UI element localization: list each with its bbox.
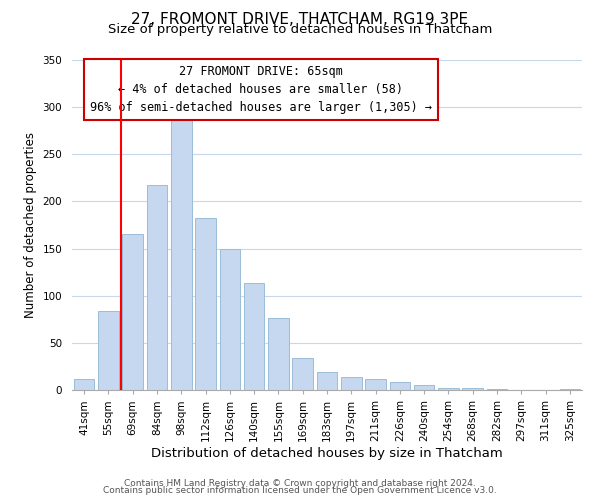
Bar: [292, 358, 313, 390]
Bar: [244, 282, 265, 390]
Text: Contains public sector information licensed under the Open Government Licence v3: Contains public sector information licen…: [103, 486, 497, 495]
Bar: [560, 389, 580, 390]
Text: Contains HM Land Registry data © Crown copyright and database right 2024.: Contains HM Land Registry data © Crown c…: [124, 478, 476, 488]
Bar: [146, 186, 167, 390]
Text: 27, FROMONT DRIVE, THATCHAM, RG19 3PE: 27, FROMONT DRIVE, THATCHAM, RG19 3PE: [131, 12, 469, 28]
Bar: [438, 388, 459, 390]
Bar: [341, 377, 362, 390]
Bar: [389, 382, 410, 390]
Bar: [317, 372, 337, 390]
Bar: [122, 234, 143, 390]
Bar: [74, 378, 94, 390]
Y-axis label: Number of detached properties: Number of detached properties: [24, 132, 37, 318]
Bar: [195, 218, 216, 390]
Bar: [463, 388, 483, 390]
Bar: [268, 318, 289, 390]
Text: 27 FROMONT DRIVE: 65sqm
← 4% of detached houses are smaller (58)
96% of semi-det: 27 FROMONT DRIVE: 65sqm ← 4% of detached…: [90, 65, 432, 114]
Bar: [98, 311, 119, 390]
Bar: [487, 389, 508, 390]
Bar: [414, 386, 434, 390]
Bar: [365, 378, 386, 390]
Bar: [220, 248, 240, 390]
X-axis label: Distribution of detached houses by size in Thatcham: Distribution of detached houses by size …: [151, 446, 503, 460]
Text: Size of property relative to detached houses in Thatcham: Size of property relative to detached ho…: [108, 22, 492, 36]
Bar: [171, 120, 191, 390]
